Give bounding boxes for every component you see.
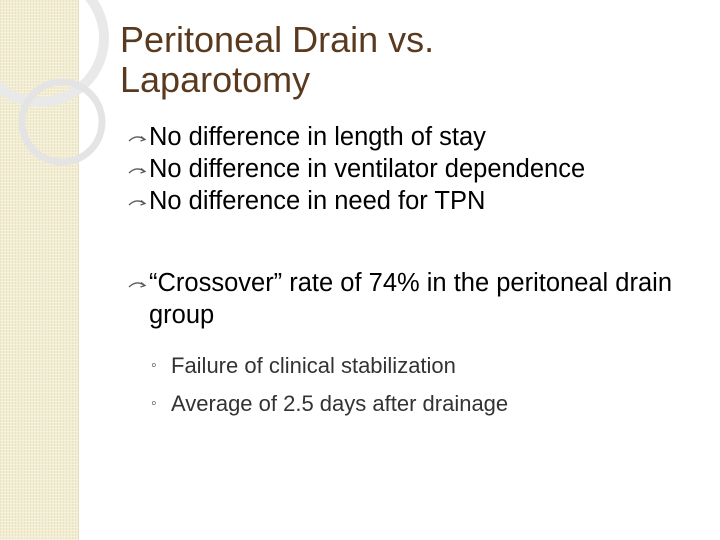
sub-bullet-item-average-days: ◦ Average of 2.5 days after drainage xyxy=(149,385,688,423)
bullet-item-crossover: “Crossover” rate of 74% in the peritonea… xyxy=(128,267,688,423)
decorative-rings xyxy=(0,0,109,166)
sub-bullet-list: ◦ Failure of clinical stabilization ◦ Av… xyxy=(149,347,688,423)
decorative-ring-small xyxy=(18,78,106,166)
sub-bullet-item-stabilization: ◦ Failure of clinical stabilization xyxy=(149,347,688,385)
bullet-item-length-of-stay: No difference in length of stay xyxy=(128,121,688,153)
curved-arrow-bullet-icon xyxy=(128,281,147,288)
sub-bullet-text: Failure of clinical stabilization xyxy=(171,353,456,378)
decorative-ring-large xyxy=(0,0,109,107)
curved-arrow-bullet-icon xyxy=(128,135,147,142)
bullet-item-ventilator: No difference in ventilator dependence xyxy=(128,153,688,185)
bullet-text: “Crossover” rate of 74% in the peritonea… xyxy=(149,269,673,329)
curved-arrow-bullet-icon xyxy=(128,199,147,206)
curved-arrow-bullet-icon xyxy=(128,167,147,174)
hollow-circle-bullet-icon: ◦ xyxy=(151,395,157,412)
sub-bullet-text: Average of 2.5 days after drainage xyxy=(171,391,509,416)
slide-title-line-1: Peritoneal Drain vs. xyxy=(120,19,435,60)
bullet-text: No difference in length of stay xyxy=(149,123,486,151)
bullet-item-tpn: No difference in need for TPN xyxy=(128,185,688,217)
slide-title: Peritoneal Drain vs. Laparotomy xyxy=(120,20,680,100)
bullet-text: No difference in need for TPN xyxy=(149,187,486,215)
side-panel-edge xyxy=(78,0,79,540)
bullet-text: No difference in ventilator dependence xyxy=(149,155,586,183)
slide-title-line-2: Laparotomy xyxy=(120,59,311,100)
bullet-list: No difference in length of stay No diffe… xyxy=(128,121,688,423)
hollow-circle-bullet-icon: ◦ xyxy=(151,357,157,374)
